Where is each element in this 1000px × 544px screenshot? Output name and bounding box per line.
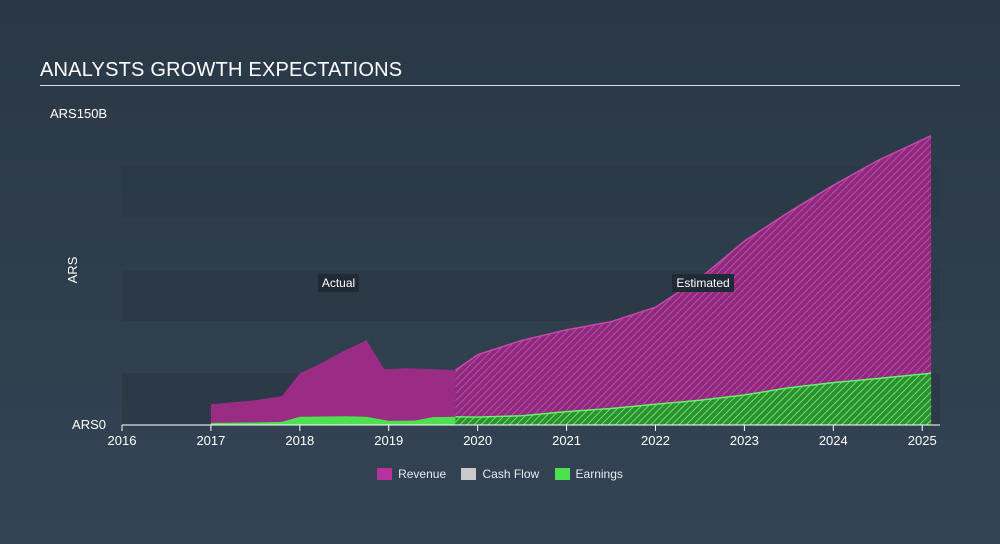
legend-item-cash-flow[interactable]: Cash Flow	[461, 467, 539, 481]
estimated-label-text: Estimated	[676, 276, 729, 290]
legend-label-earnings: Earnings	[575, 467, 623, 481]
y-axis-label: ARS	[65, 256, 80, 283]
actual-label: Actual	[318, 274, 359, 292]
revenue-line-estimated	[454, 135, 932, 371]
legend: Revenue Cash Flow Earnings	[0, 467, 1000, 481]
x-tick-label-2018: 2018	[285, 433, 314, 448]
actual-label-text: Actual	[322, 276, 355, 290]
x-tick-label-2024: 2024	[819, 433, 848, 448]
x-tick-label-2016: 2016	[108, 433, 137, 448]
legend-item-earnings[interactable]: Earnings	[554, 467, 623, 481]
legend-swatch-earnings	[554, 468, 570, 480]
revenue-area-actual	[210, 340, 456, 425]
earnings-line-estimated	[455, 372, 932, 418]
x-tick-label-2019: 2019	[374, 433, 403, 448]
title-divider	[40, 85, 960, 86]
earnings-area-estimated	[455, 373, 932, 425]
x-tick-label-2020: 2020	[463, 433, 492, 448]
estimated-label: Estimated	[672, 274, 734, 292]
earnings-area-actual	[210, 416, 456, 425]
x-tick-label-2023: 2023	[730, 433, 759, 448]
x-tick-label-2022: 2022	[641, 433, 670, 448]
y-tick-top: ARS150B	[50, 106, 107, 121]
legend-item-revenue[interactable]: Revenue	[377, 467, 446, 481]
revenue-area-estimated	[455, 135, 932, 425]
y-tick-bottom: ARS0	[72, 417, 106, 432]
x-tick-label-2021: 2021	[552, 433, 581, 448]
chart-title: ANALYSTS GROWTH EXPECTATIONS	[40, 59, 403, 81]
legend-label-cash-flow: Cash Flow	[482, 467, 540, 481]
x-tick-label-2017: 2017	[196, 433, 225, 448]
x-tick-label-2025: 2025	[908, 433, 937, 448]
legend-swatch-cash-flow	[461, 468, 477, 480]
legend-swatch-revenue	[377, 468, 393, 480]
legend-label-revenue: Revenue	[398, 467, 447, 481]
